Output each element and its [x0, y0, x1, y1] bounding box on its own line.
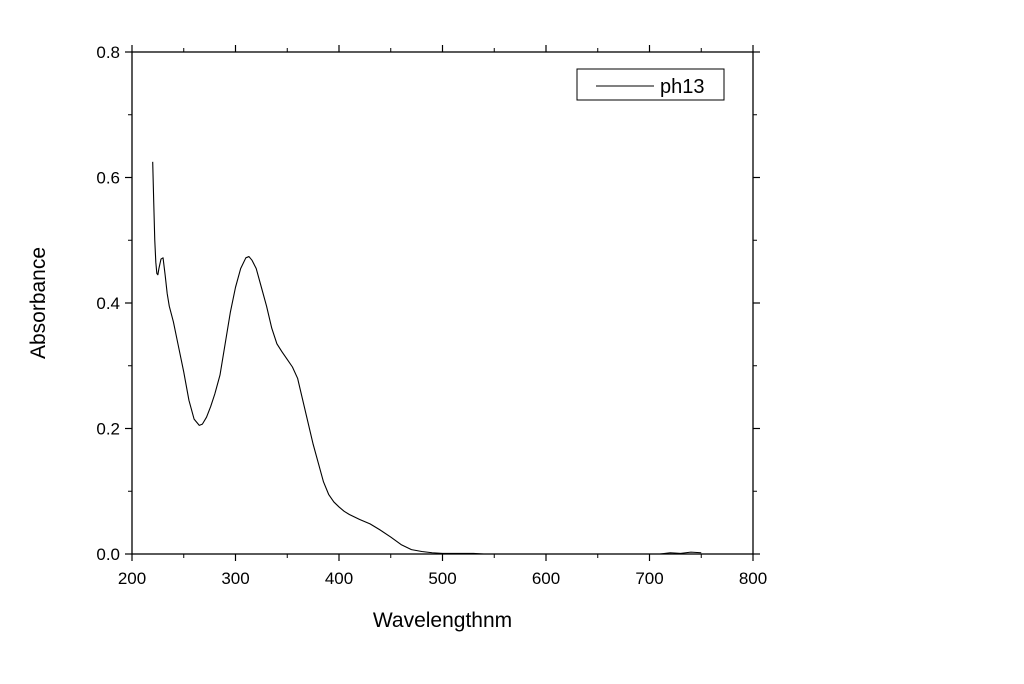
x-tick-label: 500	[428, 569, 456, 588]
y-tick-label: 0.2	[96, 420, 120, 439]
x-tick-label: 600	[532, 569, 560, 588]
legend: ph13	[576, 68, 725, 101]
x-axis-title: Wavelengthnm	[373, 609, 512, 632]
tick-marks	[125, 45, 760, 561]
x-tick-label: 400	[325, 569, 353, 588]
x-tick-label: 300	[221, 569, 249, 588]
plot-frame	[131, 51, 754, 555]
x-tick-label: 700	[635, 569, 663, 588]
legend-box	[576, 68, 725, 101]
y-axis-title: Absorbance	[27, 247, 50, 359]
y-tick-label: 0.0	[96, 545, 120, 564]
y-tick-label: 0.6	[96, 169, 120, 188]
x-tick-label: 800	[739, 569, 767, 588]
y-tick-label: 0.4	[96, 294, 120, 313]
x-tick-label: 200	[118, 569, 146, 588]
tick-labels: 200 300 400 500 600 700 800 0.0 0.2 0.4 0.6 0.8	[96, 43, 767, 588]
legend-label-ph13: ph13	[660, 76, 705, 98]
y-tick-label: 0.8	[96, 43, 120, 62]
